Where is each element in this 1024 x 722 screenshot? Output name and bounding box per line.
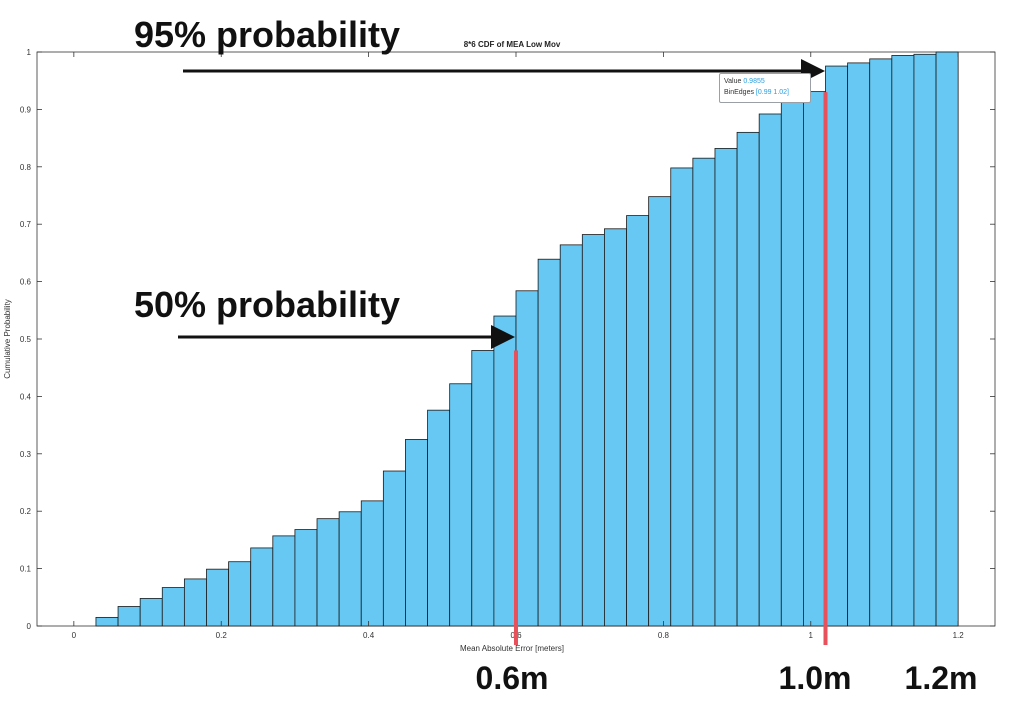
- bar-28: [714, 148, 738, 627]
- bar-15: [427, 409, 451, 627]
- bar-33: [825, 65, 849, 627]
- bar-21: [559, 244, 583, 627]
- y-tick-label-3: 0.3: [20, 450, 32, 459]
- bar-35: [869, 58, 893, 627]
- bar-17: [471, 350, 495, 627]
- bar-38: [935, 51, 959, 627]
- reference-lines: [514, 92, 828, 645]
- x-tick-label-0: 0: [72, 631, 77, 640]
- y-tick-label-6: 0.6: [20, 278, 32, 287]
- histogram-bars: [95, 51, 959, 627]
- bar-25: [648, 196, 672, 627]
- marker-label-0-6m: 0.6m: [475, 660, 549, 696]
- bar-29: [736, 131, 760, 627]
- x-tick-label-6: 1.2: [953, 631, 965, 640]
- annotation-50-percent: 50% probability: [134, 284, 401, 325]
- bar-10: [316, 518, 340, 627]
- bar-6: [228, 561, 252, 627]
- annotation-95-percent: 95% probability: [134, 14, 401, 55]
- y-tick-label-10: 1: [27, 48, 32, 57]
- bar-5: [206, 568, 230, 627]
- bar-11: [338, 511, 362, 627]
- bar-9: [294, 529, 318, 627]
- bar-20: [537, 258, 561, 627]
- bar-2: [139, 598, 163, 627]
- x-tick-label-1: 0.2: [216, 631, 228, 640]
- datatip-edges-label: BinEdges: [724, 89, 754, 96]
- bar-8: [272, 535, 296, 627]
- bar-30: [758, 113, 782, 627]
- bar-0: [95, 616, 119, 627]
- bar-12: [360, 500, 384, 627]
- y-tick-label-5: 0.5: [20, 335, 32, 344]
- bar-27: [692, 157, 716, 627]
- bar-26: [670, 167, 694, 627]
- bar-1: [117, 606, 141, 627]
- bar-37: [913, 53, 937, 627]
- y-tick-label-0: 0: [27, 622, 32, 631]
- bar-23: [604, 228, 627, 627]
- y-axis-ticks: 0 0.1 0.2 0.3 0.4 0.5 0.6 0.7 0.8 0.9 1: [20, 48, 995, 631]
- marker-label-1-0m: 1.0m: [778, 660, 852, 696]
- bar-18: [493, 315, 517, 627]
- bar-32: [803, 91, 826, 627]
- y-tick-label-8: 0.8: [20, 163, 32, 172]
- bar-31: [780, 98, 804, 627]
- y-tick-label-1: 0.1: [20, 565, 32, 574]
- datatip-value-label: Value: [724, 78, 742, 85]
- x-tick-label-2: 0.4: [363, 631, 375, 640]
- x-tick-label-5: 1: [809, 631, 814, 640]
- annotation-arrows: [178, 59, 825, 349]
- bar-36: [891, 55, 915, 627]
- y-tick-label-2: 0.2: [20, 507, 32, 516]
- x-axis-label: Mean Absolute Error [meters]: [460, 644, 564, 653]
- bar-3: [161, 587, 185, 627]
- y-tick-label-7: 0.7: [20, 220, 32, 229]
- bar-7: [250, 547, 274, 627]
- bar-19: [515, 290, 539, 627]
- chart-title: 8*6 CDF of MEA Low Mov: [464, 40, 561, 49]
- datatip-value: 0.9855: [743, 78, 765, 85]
- bar-14: [405, 439, 428, 627]
- datatip[interactable]: Value 0.9855 BinEdges [0.99 1.02]: [719, 73, 811, 103]
- bar-24: [626, 215, 650, 627]
- marker-label-1-2m: 1.2m: [904, 660, 978, 696]
- bar-34: [847, 62, 871, 627]
- bar-4: [183, 578, 207, 627]
- y-tick-label-9: 0.9: [20, 105, 32, 114]
- bar-16: [449, 383, 473, 627]
- y-tick-label-4: 0.4: [20, 392, 32, 401]
- bar-22: [581, 234, 605, 627]
- datatip-edges: [0.99 1.02]: [755, 89, 790, 96]
- bar-13: [382, 470, 406, 627]
- y-axis-label: Cumulative Probability: [3, 299, 12, 379]
- x-tick-label-4: 0.8: [658, 631, 670, 640]
